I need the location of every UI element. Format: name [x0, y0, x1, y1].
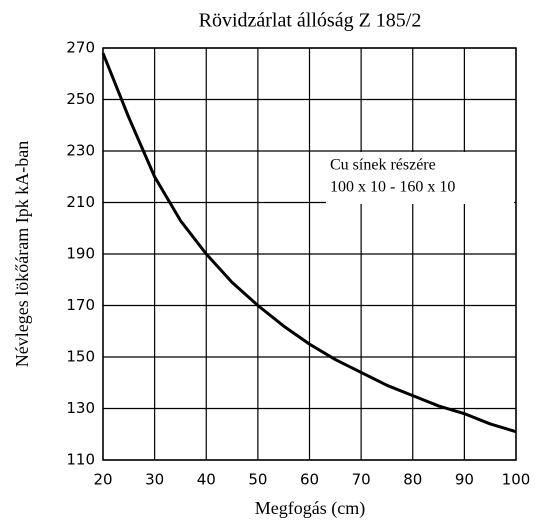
- data-line: [101, 52, 517, 434]
- x-tick-label: 20: [93, 471, 112, 489]
- y-tick-label: 250: [66, 90, 95, 108]
- x-tick-label: 50: [248, 471, 267, 489]
- annotation: Cu sínek részére: [330, 157, 436, 174]
- y-tick-label: 130: [66, 399, 95, 417]
- x-tick-label: 100: [502, 471, 531, 489]
- x-tick-label: 30: [145, 471, 164, 489]
- chart-title: Rövidzárlat állóság Z 185/2: [199, 10, 422, 32]
- y-tick-label: 110: [66, 451, 95, 469]
- x-tick-label: 80: [403, 471, 422, 489]
- plot-frame: [102, 47, 517, 461]
- x-tick-label: 40: [197, 471, 216, 489]
- x-tick-label: 60: [300, 471, 319, 489]
- x-axis-label: Megfogás (cm): [255, 498, 365, 519]
- annotation-box: [326, 152, 514, 204]
- y-tick-label: 230: [66, 142, 95, 160]
- x-tick-label: 70: [352, 471, 371, 489]
- y-tick-label: 190: [66, 245, 95, 263]
- y-axis-label: Névleges lökőáram Ipk kA-ban: [12, 141, 32, 367]
- y-tick-label: 150: [66, 348, 95, 366]
- annotation: 100 x 10 - 160 x 10: [330, 179, 455, 196]
- y-tick-label: 170: [66, 296, 95, 314]
- y-tick-label: 270: [66, 39, 95, 57]
- y-tick-label: 210: [66, 193, 95, 211]
- x-tick-label: 90: [455, 471, 474, 489]
